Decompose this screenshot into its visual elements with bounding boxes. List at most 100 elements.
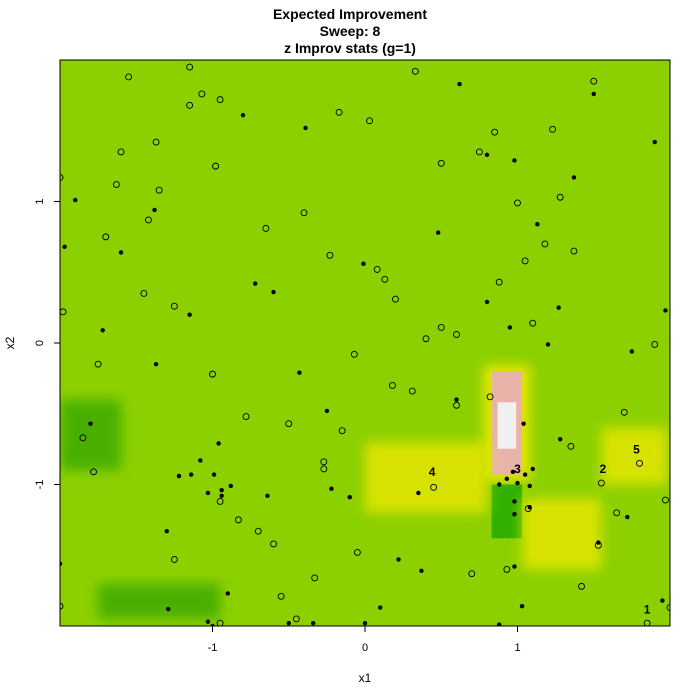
observed-point (507, 325, 513, 330)
candidate-point (338, 427, 346, 435)
observed-point (187, 312, 192, 317)
observed-point (396, 557, 401, 562)
observed-point (378, 605, 383, 610)
observed-point (416, 490, 421, 496)
annotation-label-2: 2 (600, 462, 607, 476)
design-points (60, 63, 670, 626)
candidate-point (373, 265, 381, 273)
observed-point (530, 466, 535, 472)
candidate-point (541, 240, 549, 248)
candidate-point (320, 458, 328, 466)
candidate-point (350, 350, 358, 358)
observed-point (625, 514, 630, 520)
observed-point (329, 486, 334, 491)
observed-point (205, 490, 211, 496)
observed-point (324, 408, 330, 414)
observed-point (297, 370, 302, 375)
observed-point (188, 472, 194, 477)
surface-region-high (365, 442, 487, 513)
y-axis: -1 0 1 (34, 198, 60, 489)
candidate-point (320, 465, 328, 473)
observed-point (198, 458, 203, 463)
x-axis-title: x1 (359, 671, 372, 685)
candidate-point (216, 619, 224, 626)
candidate-point (666, 604, 670, 612)
candidate-point (643, 619, 651, 626)
surface-region-peak-core (497, 402, 517, 449)
observed-point (660, 598, 665, 603)
observed-point (484, 299, 490, 305)
y-axis-title: x2 (3, 336, 17, 349)
observed-point (521, 421, 526, 426)
candidate-point (453, 401, 460, 409)
candidate-point (209, 370, 216, 378)
observed-point (73, 197, 78, 203)
candidate-point (468, 570, 476, 578)
observed-point (419, 568, 424, 574)
surface-region-low (98, 583, 221, 619)
candidate-point (556, 193, 564, 201)
candidate-point (437, 159, 445, 167)
candidate-point (170, 302, 178, 310)
observed-point (153, 362, 159, 367)
observed-point (118, 250, 124, 255)
candidate-point (300, 209, 308, 217)
observed-point (527, 504, 532, 510)
observed-point (310, 620, 316, 626)
observed-point (556, 305, 561, 310)
candidate-point (453, 331, 460, 338)
observed-point (545, 342, 551, 347)
observed-point (62, 244, 67, 249)
candidate-point (254, 527, 262, 535)
candidate-point (112, 181, 120, 188)
candidate-point (186, 63, 194, 71)
candidate-point (94, 360, 102, 368)
candidate-point (590, 77, 598, 85)
candidate-point (578, 582, 585, 590)
candidate-point (198, 90, 206, 98)
y-tick-label: 1 (34, 198, 46, 204)
candidate-point (529, 319, 537, 327)
observed-point (228, 483, 233, 489)
observed-point (522, 472, 528, 477)
x-tick-label: -1 (208, 642, 218, 654)
candidate-point (430, 483, 438, 491)
candidate-point (651, 340, 659, 348)
observed-point (164, 528, 169, 534)
candidate-point (620, 408, 628, 416)
x-tick-label: 1 (514, 642, 520, 654)
observed-point (527, 483, 532, 489)
annotation-label-4: 4 (429, 465, 436, 479)
observed-point (497, 482, 502, 487)
observed-point (219, 487, 224, 493)
candidate-point (422, 335, 430, 343)
observed-point (512, 158, 517, 163)
observed-point (303, 125, 308, 131)
observed-point (510, 469, 516, 474)
candidate-point (521, 257, 529, 265)
candidate-point (411, 67, 419, 75)
candidate-point (636, 459, 643, 467)
candidate-point (381, 275, 389, 283)
annotations: 1 2 3 4 5 (429, 442, 651, 616)
annotation-label-3: 3 (514, 462, 521, 476)
observed-point (166, 606, 171, 612)
candidate-point (514, 199, 521, 207)
candidate-point (366, 117, 374, 125)
observed-point (457, 81, 462, 87)
candidate-point (262, 224, 270, 232)
observed-point (253, 281, 258, 286)
surface-region-low (491, 484, 523, 539)
candidate-point (389, 382, 396, 389)
chart-subtitle-2: z Improv stats (g=1) (284, 40, 416, 56)
observed-point (629, 349, 635, 354)
observed-point (216, 441, 221, 446)
observed-point (484, 152, 490, 158)
candidate-point (661, 496, 669, 504)
candidate-point (212, 162, 220, 170)
observed-point (519, 603, 525, 609)
observed-point (504, 476, 510, 482)
observed-point (210, 623, 215, 626)
observed-point (497, 622, 502, 626)
